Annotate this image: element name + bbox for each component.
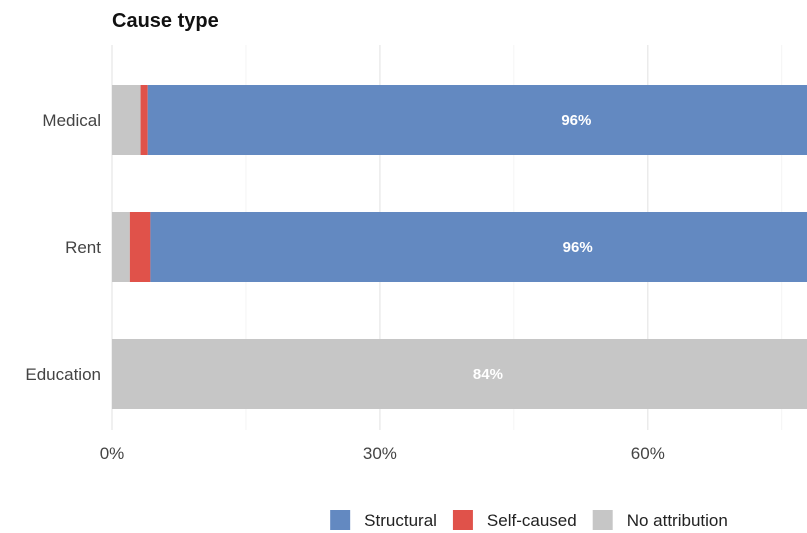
y-axis-ticks: Medical Rent Education <box>25 111 101 384</box>
legend-swatch-structural <box>330 510 351 530</box>
x-tick-label-30: 30% <box>363 444 397 463</box>
bar-education-no-attribution <box>112 339 807 409</box>
x-axis-ticks: 0%30%60%90% <box>100 444 665 463</box>
bar-medical-no-attribution <box>112 85 141 155</box>
bar-rent-no-attribution <box>112 212 130 282</box>
bars-layer <box>112 85 807 409</box>
y-tick-label-rent: Rent <box>65 238 101 257</box>
data-label-rent-structural: 96% <box>563 239 593 256</box>
bar-medical-self-caused <box>140 85 148 155</box>
bar-medical-structural <box>147 85 807 155</box>
legend-swatch-no-attribution <box>592 510 613 530</box>
data-labels-layer: 96%96%84%14% <box>473 112 593 383</box>
legend-item-no-attribution: No attribution <box>592 510 728 530</box>
data-label-medical-structural: 96% <box>561 112 591 129</box>
legend-label-structural: Structural <box>364 511 437 530</box>
bar-rent-self-caused <box>129 212 151 282</box>
y-tick-label-education: Education <box>25 365 101 384</box>
legend-label-no-attribution: No attribution <box>627 511 728 530</box>
legend-item-self-caused: Self-caused <box>452 510 577 530</box>
legend-item-structural: Structural <box>330 510 437 530</box>
bar-rent-structural <box>150 212 807 282</box>
x-tick-label-60: 60% <box>631 444 665 463</box>
chart-title: Cause type <box>112 10 219 32</box>
legend-swatch-self-caused <box>452 510 473 530</box>
x-tick-label-0: 0% <box>100 444 125 463</box>
legend: Structural Self-caused No attribution <box>330 510 728 530</box>
legend-label-self-caused: Self-caused <box>487 511 577 530</box>
data-label-education-no-attribution: 84% <box>473 366 503 383</box>
y-tick-label-medical: Medical <box>42 111 101 130</box>
